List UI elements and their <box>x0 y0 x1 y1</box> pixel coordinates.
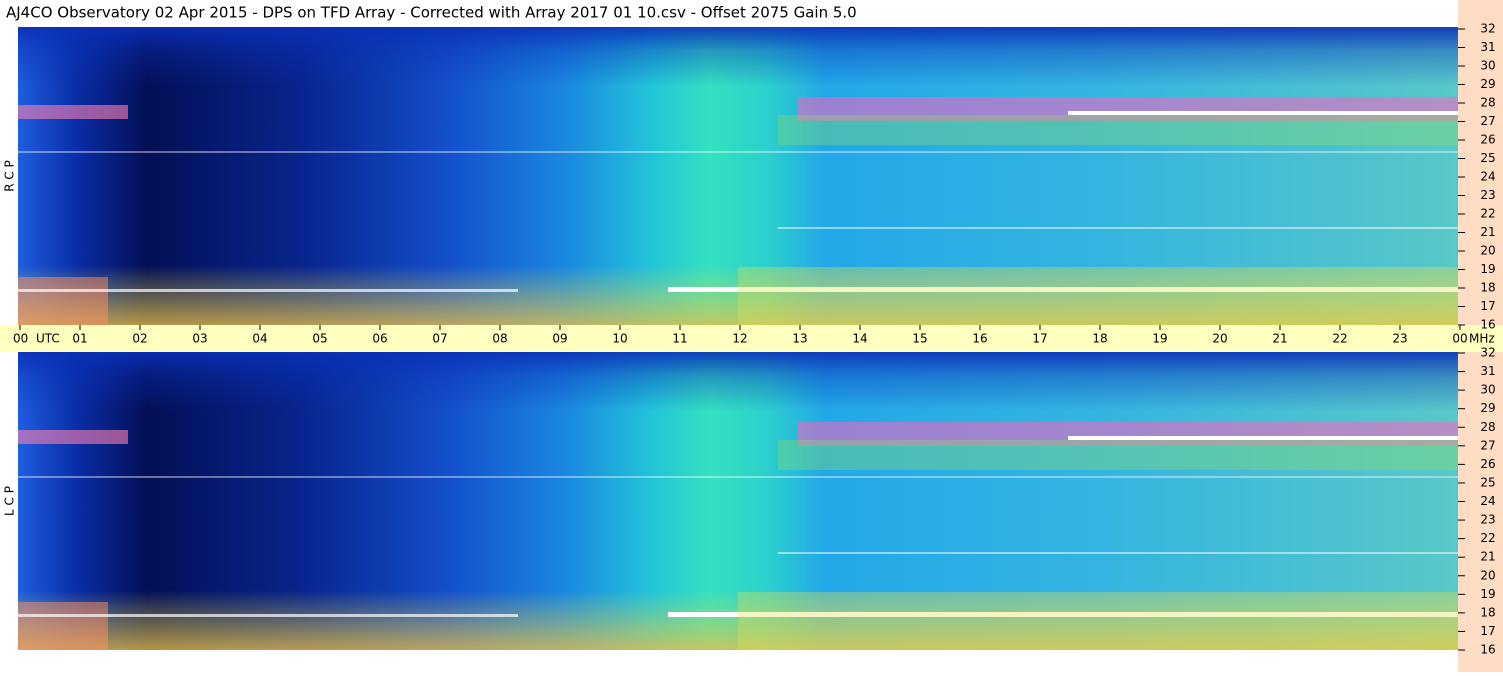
freq-tick-label: 16 <box>1480 318 1495 332</box>
time-label: 08 <box>492 332 507 346</box>
freq-tick-label: 17 <box>1480 624 1495 638</box>
time-unit: UTC <box>36 332 60 346</box>
freq-tick-label: 25 <box>1480 151 1495 165</box>
time-label: 16 <box>972 332 987 346</box>
time-axis-band <box>0 325 1503 352</box>
freq-tick-label: 20 <box>1480 568 1495 582</box>
freq-tick-label: 21 <box>1480 225 1495 239</box>
time-label: 02 <box>132 332 147 346</box>
freq-tick-label: 24 <box>1480 494 1495 508</box>
time-label: 07 <box>432 332 447 346</box>
freq-tick-label: 26 <box>1480 457 1495 471</box>
freq-tick-label: 19 <box>1480 262 1495 276</box>
time-label: 18 <box>1092 332 1107 346</box>
time-label: 06 <box>372 332 387 346</box>
freq-tick-label: 32 <box>1480 346 1495 360</box>
freq-tick-label: 30 <box>1480 383 1495 397</box>
freq-tick-label: 28 <box>1480 420 1495 434</box>
freq-tick-label: 18 <box>1480 281 1495 295</box>
freq-tick-label: 19 <box>1480 587 1495 601</box>
time-label: 19 <box>1152 332 1167 346</box>
time-label: 17 <box>1032 332 1047 346</box>
time-label: 05 <box>312 332 327 346</box>
time-label: 03 <box>192 332 207 346</box>
freq-tick-label: 29 <box>1480 401 1495 415</box>
freq-tick-label: 16 <box>1480 643 1495 657</box>
freq-tick-label: 23 <box>1480 513 1495 527</box>
freq-tick-label: 27 <box>1480 438 1495 452</box>
freq-tick-label: 24 <box>1480 170 1495 184</box>
freq-tick-label: 28 <box>1480 96 1495 110</box>
time-label: 00 <box>13 332 28 346</box>
freq-tick-label: 27 <box>1480 114 1495 128</box>
time-label: 14 <box>852 332 867 346</box>
freq-tick-label: 25 <box>1480 475 1495 489</box>
freq-tick-label: 21 <box>1480 550 1495 564</box>
title: AJ4CO Observatory 02 Apr 2015 - DPS on T… <box>6 4 857 22</box>
panel-label: R C P <box>3 160 17 192</box>
freq-unit: MHz <box>1469 332 1495 346</box>
time-label: 00 <box>1452 332 1467 346</box>
freq-tick-label: 26 <box>1480 133 1495 147</box>
lcp-spectrogram <box>18 352 1458 650</box>
freq-tick-label: 17 <box>1480 299 1495 313</box>
freq-tick-label: 22 <box>1480 531 1495 545</box>
time-label: 11 <box>672 332 687 346</box>
freq-tick-label: 32 <box>1480 22 1495 36</box>
time-label: 04 <box>252 332 267 346</box>
freq-tick-label: 18 <box>1480 605 1495 619</box>
time-label: 09 <box>552 332 567 346</box>
time-label: 15 <box>912 332 927 346</box>
time-label: 22 <box>1332 332 1347 346</box>
rcp-spectrogram <box>18 27 1458 325</box>
freq-tick-label: 29 <box>1480 77 1495 91</box>
time-label: 13 <box>792 332 807 346</box>
freq-tick-label: 30 <box>1480 59 1495 73</box>
time-label: 01 <box>72 332 87 346</box>
panel-label: L C P <box>3 486 17 516</box>
freq-tick-label: 20 <box>1480 244 1495 258</box>
freq-tick-label: 31 <box>1480 40 1495 54</box>
freq-tick-label: 22 <box>1480 207 1495 221</box>
time-label: 20 <box>1212 332 1227 346</box>
freq-tick-label: 31 <box>1480 364 1495 378</box>
freq-tick-label: 23 <box>1480 188 1495 202</box>
time-label: 21 <box>1272 332 1287 346</box>
time-label: 10 <box>612 332 627 346</box>
time-label: 23 <box>1392 332 1407 346</box>
time-label: 12 <box>732 332 747 346</box>
